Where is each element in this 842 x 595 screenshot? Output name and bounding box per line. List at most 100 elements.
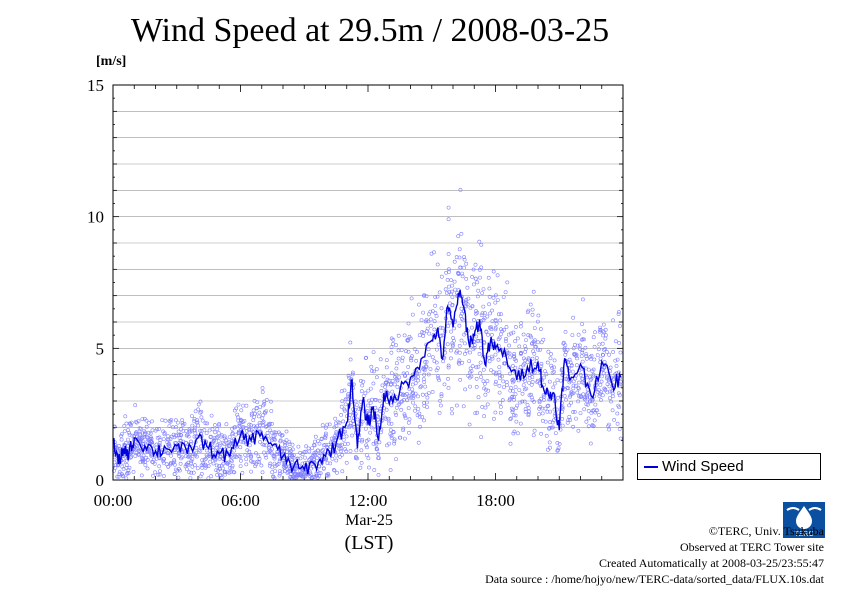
- sample-point: [485, 379, 490, 383]
- sample-point: [141, 453, 146, 458]
- sample-point: [571, 424, 576, 429]
- sample-point: [512, 413, 516, 418]
- sample-point: [610, 408, 615, 413]
- sample-point: [530, 341, 534, 346]
- sample-point: [424, 294, 429, 299]
- y-tick-label: 10: [87, 208, 104, 227]
- sample-point: [574, 383, 578, 388]
- sample-point: [332, 468, 337, 473]
- sample-point: [493, 300, 498, 305]
- sample-point: [269, 409, 274, 413]
- sample-point: [316, 439, 320, 444]
- sample-point: [281, 458, 286, 463]
- sample-point: [189, 470, 194, 475]
- sample-point: [287, 447, 292, 451]
- sample-point: [228, 469, 233, 474]
- sample-point: [192, 434, 197, 439]
- sample-point: [283, 443, 287, 448]
- sample-point: [225, 470, 230, 475]
- sample-point: [543, 369, 547, 374]
- sample-point: [312, 443, 316, 447]
- sample-point: [463, 387, 468, 392]
- sample-point: [489, 327, 494, 332]
- sample-point: [558, 378, 563, 383]
- sample-point: [486, 332, 491, 337]
- sample-point: [430, 389, 435, 394]
- sample-point: [568, 360, 573, 365]
- sample-point: [396, 356, 401, 361]
- sample-point: [550, 420, 555, 425]
- sample-point: [541, 398, 546, 402]
- sample-point: [586, 408, 591, 413]
- sample-point: [531, 433, 536, 438]
- sample-point: [256, 454, 261, 459]
- sample-point: [312, 439, 317, 444]
- sample-point: [301, 474, 306, 479]
- sample-point: [253, 464, 258, 469]
- sample-point: [334, 458, 339, 463]
- sample-point: [495, 298, 500, 303]
- sample-point: [462, 255, 466, 260]
- sample-point: [552, 365, 556, 370]
- sample-point: [178, 461, 183, 466]
- sample-point: [187, 429, 192, 433]
- sample-point: [359, 460, 364, 465]
- sample-point: [498, 318, 503, 323]
- sample-point: [309, 455, 314, 460]
- sample-point: [571, 386, 576, 391]
- sample-point: [267, 463, 272, 468]
- sample-point: [487, 286, 492, 291]
- sample-point: [570, 333, 575, 338]
- sample-point: [156, 427, 161, 431]
- sample-point: [260, 390, 265, 394]
- sample-point: [121, 474, 125, 479]
- sample-point: [137, 429, 142, 434]
- sample-point: [446, 363, 451, 368]
- sample-point: [419, 384, 424, 389]
- sample-point: [435, 262, 440, 267]
- sample-point: [348, 449, 353, 453]
- sample-point: [481, 379, 486, 384]
- sample-point: [432, 327, 437, 332]
- sample-point: [457, 350, 462, 355]
- sample-point: [591, 367, 596, 372]
- sample-point: [396, 348, 401, 353]
- sample-point: [208, 434, 213, 439]
- sample-point: [471, 267, 476, 272]
- sample-point: [566, 418, 571, 422]
- sample-point: [461, 404, 466, 409]
- sample-point: [445, 342, 450, 347]
- sample-point: [142, 416, 147, 421]
- sample-point: [457, 358, 462, 363]
- sample-point: [477, 330, 482, 335]
- sample-point: [473, 262, 478, 267]
- sample-point: [214, 468, 219, 473]
- sample-point: [437, 378, 442, 383]
- sample-point: [523, 358, 528, 363]
- sample-point: [296, 444, 301, 449]
- sample-point: [517, 388, 522, 393]
- sample-point: [277, 471, 282, 476]
- sample-point: [475, 410, 480, 415]
- sample-point: [507, 398, 512, 403]
- sample-point: [502, 361, 506, 366]
- sample-point: [577, 394, 581, 398]
- sample-point: [514, 325, 518, 329]
- sample-point: [475, 280, 480, 285]
- sample-point: [597, 342, 602, 347]
- sample-point: [409, 296, 414, 301]
- sample-point: [571, 391, 576, 396]
- sample-point: [340, 399, 345, 404]
- sample-point: [145, 466, 150, 471]
- sample-point: [489, 325, 493, 330]
- sample-point: [374, 375, 379, 380]
- sample-point: [574, 416, 578, 421]
- sample-point: [214, 463, 219, 468]
- sample-point: [589, 356, 594, 361]
- sample-point: [144, 424, 149, 429]
- sample-point: [244, 462, 249, 467]
- sample-point: [208, 459, 213, 464]
- sample-point: [571, 383, 576, 388]
- sample-point: [563, 376, 568, 381]
- sample-point: [402, 393, 407, 398]
